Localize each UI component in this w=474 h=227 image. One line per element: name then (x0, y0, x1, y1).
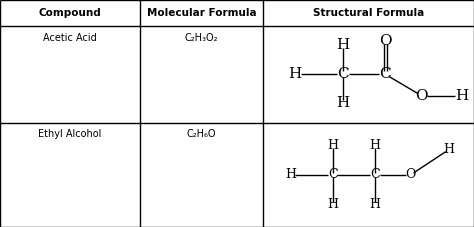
Text: Compound: Compound (38, 8, 101, 18)
Text: O: O (415, 89, 428, 103)
Text: H: H (327, 197, 338, 210)
Text: Structural Formula: Structural Formula (313, 8, 424, 18)
Text: C: C (380, 67, 391, 81)
Text: C: C (337, 67, 349, 81)
Text: O: O (379, 34, 392, 48)
Text: Ethyl Alcohol: Ethyl Alcohol (38, 129, 101, 139)
Text: H: H (455, 89, 468, 103)
Text: H: H (337, 96, 350, 110)
Text: H: H (369, 139, 380, 152)
Text: C₂H₃O₂: C₂H₃O₂ (185, 33, 218, 43)
Text: H: H (443, 143, 454, 156)
Text: H: H (285, 168, 296, 181)
Text: C: C (370, 168, 380, 181)
Text: C: C (328, 168, 337, 181)
Text: Molecular Formula: Molecular Formula (146, 8, 256, 18)
Text: O: O (406, 168, 416, 181)
Text: H: H (337, 38, 350, 52)
Text: H: H (369, 197, 380, 210)
Text: C₂H₆O: C₂H₆O (187, 129, 216, 139)
Text: H: H (288, 67, 301, 81)
Text: H: H (327, 139, 338, 152)
Text: Acetic Acid: Acetic Acid (43, 33, 97, 43)
